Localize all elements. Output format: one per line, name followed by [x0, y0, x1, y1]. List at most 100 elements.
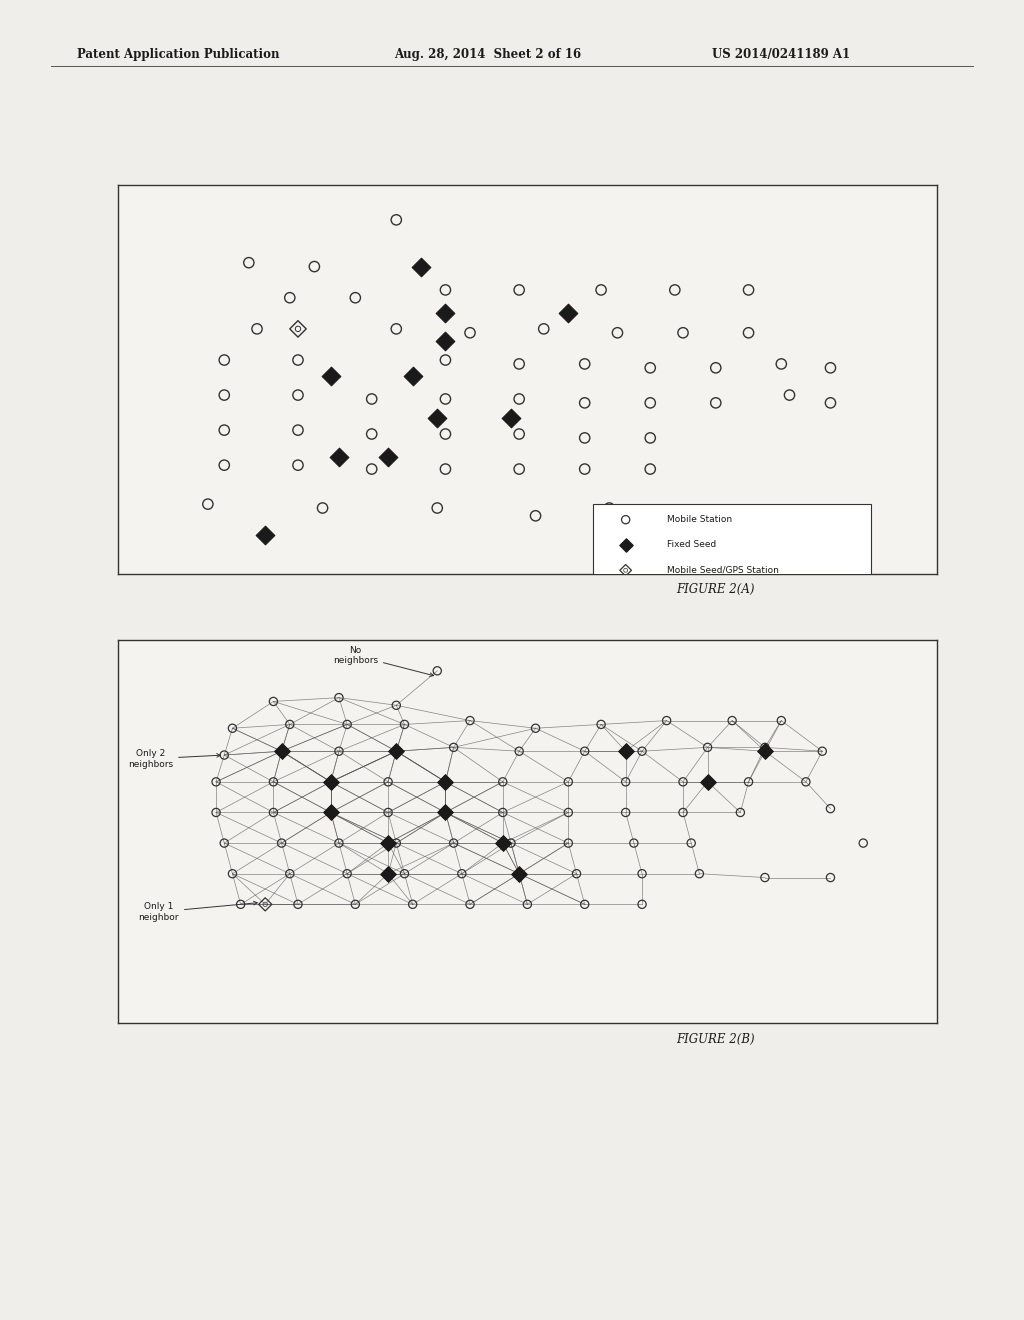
Point [232, 894, 249, 915]
Text: No
neighbors: No neighbors [333, 645, 433, 676]
Text: Mobile Station: Mobile Station [667, 515, 732, 524]
Point [822, 392, 839, 413]
Point [577, 354, 593, 375]
Point [388, 318, 404, 339]
Point [568, 863, 585, 884]
Point [323, 801, 339, 824]
Point [437, 458, 454, 479]
Point [437, 388, 454, 409]
Point [216, 384, 232, 405]
Point [675, 502, 691, 523]
Point [675, 801, 691, 824]
Point [404, 366, 421, 387]
Point [224, 863, 241, 884]
Point [437, 280, 454, 301]
Point [437, 801, 454, 824]
Point [560, 801, 577, 824]
Point [306, 256, 323, 277]
Point [757, 737, 773, 758]
Point [740, 322, 757, 343]
Point [396, 863, 413, 884]
Point [658, 710, 675, 731]
Point [437, 350, 454, 371]
Point [740, 771, 757, 792]
Point [437, 424, 454, 445]
Point [454, 863, 470, 884]
Point [208, 801, 224, 824]
Point [331, 686, 347, 708]
Point [560, 771, 577, 792]
Text: Patent Application Publication: Patent Application Publication [77, 48, 280, 61]
Point [462, 710, 478, 731]
Point [437, 330, 454, 351]
Point [282, 863, 298, 884]
Text: Mobile Seed/GPS Station: Mobile Seed/GPS Station [667, 566, 778, 574]
Point [437, 801, 454, 824]
Point [290, 318, 306, 339]
Point [634, 863, 650, 884]
Point [511, 354, 527, 375]
Point [364, 388, 380, 409]
Point [814, 741, 830, 762]
Point [290, 454, 306, 475]
Point [290, 894, 306, 915]
Point [822, 799, 839, 820]
Point [527, 718, 544, 739]
Point [331, 833, 347, 854]
Point [216, 420, 232, 441]
Point [511, 388, 527, 409]
Point [527, 506, 544, 527]
Point [388, 210, 404, 231]
Point [519, 894, 536, 915]
Point [347, 288, 364, 309]
Point [404, 894, 421, 915]
Point [724, 710, 740, 731]
Point [388, 694, 404, 715]
Text: Only 2
neighbors: Only 2 neighbors [128, 750, 220, 768]
Point [462, 322, 478, 343]
Point [634, 741, 650, 762]
Point [617, 535, 634, 556]
Point [257, 525, 273, 546]
Point [511, 424, 527, 445]
Point [331, 446, 347, 469]
Point [339, 714, 355, 735]
Text: FIGURE 2(A): FIGURE 2(A) [676, 582, 755, 595]
Point [617, 560, 634, 581]
Point [667, 280, 683, 301]
Point [462, 894, 478, 915]
Point [347, 894, 364, 915]
Point [380, 801, 396, 824]
Point [577, 458, 593, 479]
Point [699, 737, 716, 758]
Point [740, 280, 757, 301]
Point [437, 302, 454, 323]
Point [617, 741, 634, 762]
Point [773, 354, 790, 375]
Point [495, 801, 511, 824]
Point [429, 660, 445, 681]
Point [708, 392, 724, 413]
Point [691, 863, 708, 884]
Point [224, 718, 241, 739]
Point [216, 454, 232, 475]
Point [511, 863, 527, 884]
Point [732, 801, 749, 824]
Text: US 2014/0241189 A1: US 2014/0241189 A1 [712, 48, 850, 61]
Point [241, 252, 257, 273]
Point [396, 714, 413, 735]
Point [560, 302, 577, 323]
Point [503, 833, 519, 854]
Point [798, 771, 814, 792]
Text: Fixed Seed: Fixed Seed [667, 540, 716, 549]
Point [445, 833, 462, 854]
Point [388, 741, 404, 762]
Point [757, 741, 773, 762]
Point [257, 894, 273, 915]
Point [708, 358, 724, 379]
Point [617, 801, 634, 824]
Point [364, 458, 380, 479]
Point [200, 494, 216, 515]
Point [560, 833, 577, 854]
Point [290, 350, 306, 371]
